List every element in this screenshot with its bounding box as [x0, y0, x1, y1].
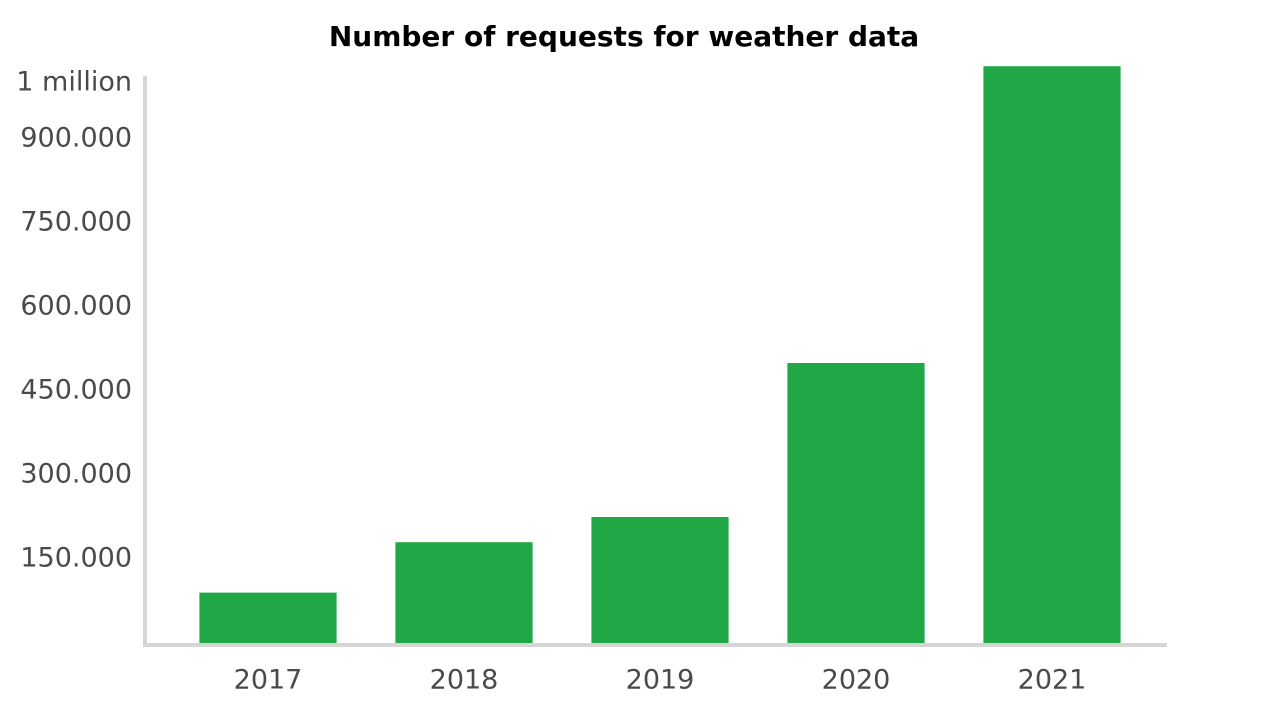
x-tick-label: 2021	[1018, 665, 1087, 696]
y-tick-label: 300.000	[20, 459, 132, 490]
x-tick-label: 2018	[430, 665, 499, 696]
y-tick-label: 600.000	[20, 291, 132, 322]
y-tick-label: 450.000	[20, 375, 132, 406]
chart-title: Number of requests for weather data	[329, 20, 919, 53]
x-tick-label: 2019	[626, 665, 695, 696]
bar	[591, 517, 729, 643]
y-tick-label: 750.000	[20, 207, 132, 238]
bar	[199, 592, 337, 643]
x-tick-label: 2017	[234, 665, 303, 696]
bar	[395, 542, 533, 643]
y-tick-label: 1 million	[16, 67, 132, 98]
bar	[787, 363, 925, 643]
y-tick-label: 150.000	[20, 543, 132, 574]
bar	[983, 66, 1121, 643]
y-tick-label: 900.000	[20, 123, 132, 154]
x-tick-label: 2020	[822, 665, 891, 696]
